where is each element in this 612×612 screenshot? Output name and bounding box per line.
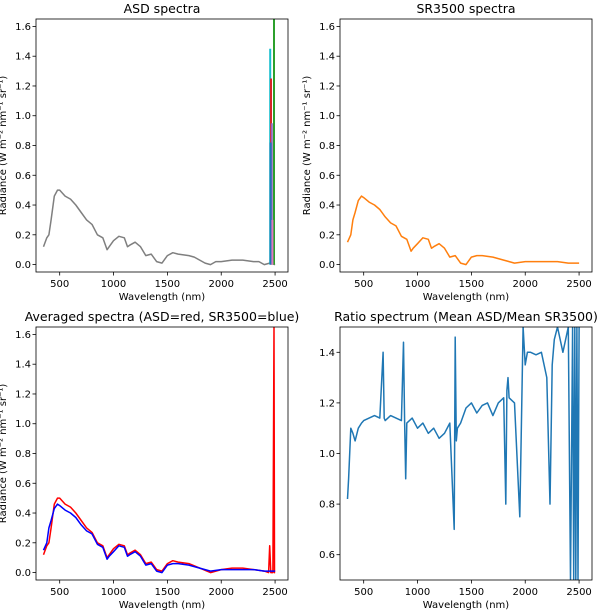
y-tick-label: 0.8 <box>319 500 335 511</box>
y-tick-label: 1.4 <box>15 52 31 63</box>
y-tick-label: 0.6 <box>15 479 31 490</box>
x-axis-label: Wavelength (nm) <box>119 292 205 303</box>
series-line-1 <box>42 327 276 574</box>
y-tick-label: 1.2 <box>319 81 335 92</box>
y-tick-label: 1.6 <box>15 22 31 33</box>
x-tick-label: 500 <box>50 587 69 598</box>
plot-area <box>346 327 580 580</box>
x-tick-label: 500 <box>50 279 69 290</box>
y-tick-label: 0.4 <box>319 201 335 212</box>
y-tick-label: 1.6 <box>319 22 335 33</box>
series-line-1 <box>346 195 580 266</box>
x-axis-label: Wavelength (nm) <box>423 292 509 303</box>
y-tick-label: 0.6 <box>15 171 31 182</box>
x-tick-label: 2000 <box>513 587 538 598</box>
y-tick-label: 0.0 <box>15 260 31 271</box>
chart-title: Ratio spectrum (Mean ASD/Mean SR3500) <box>334 309 598 324</box>
y-tick-label: 0.2 <box>319 230 335 241</box>
chart-title: Averaged spectra (ASD=red, SR3500=blue) <box>25 309 300 324</box>
y-tick-label: 1.0 <box>319 111 335 122</box>
x-tick-label: 500 <box>354 587 373 598</box>
x-axis-label: Wavelength (nm) <box>423 600 509 611</box>
axes-frame <box>339 326 593 581</box>
chart-4: 500 1000 1500 2000 2500 0.6 0.8 1.0 1.2 1.4 Ratio … <box>319 309 598 611</box>
chart-1: 500 1000 1500 2000 2500 0.0 0.2 0.4 0.6 0.8 1.0 1.2… <box>0 1 289 303</box>
series-line-2 <box>42 503 276 574</box>
chart-2: 500 1000 1500 2000 2500 0.0 0.2 0.4 0.6 0.8 1.0 1.2… <box>302 1 593 303</box>
y-tick-label: 0.8 <box>319 141 335 152</box>
y-axis-label: Radiance (W m⁻² nm⁻¹ sr⁻¹) <box>0 384 9 524</box>
chart-title: ASD spectra <box>124 1 201 16</box>
y-tick-label: 0.4 <box>15 509 31 520</box>
y-tick-label: 0.6 <box>319 171 335 182</box>
x-tick-label: 1500 <box>155 279 180 290</box>
x-tick-label: 2000 <box>209 279 234 290</box>
x-tick-label: 1500 <box>459 279 484 290</box>
y-tick-label: 0.0 <box>319 260 335 271</box>
y-tick-label: 0.2 <box>15 538 31 549</box>
x-tick-label: 2000 <box>513 279 538 290</box>
y-tick-label: 1.4 <box>319 52 335 63</box>
y-axis-label: Radiance (W m⁻² nm⁻¹ sr⁻¹) <box>0 76 9 216</box>
y-tick-label: 0.2 <box>15 230 31 241</box>
plot-area <box>42 19 276 266</box>
series-line-1 <box>42 189 276 266</box>
x-tick-label: 2000 <box>209 587 234 598</box>
y-tick-label: 0.4 <box>15 201 31 212</box>
y-tick-label: 1.2 <box>15 81 31 92</box>
x-tick-label: 500 <box>354 279 373 290</box>
chart-title: SR3500 spectra <box>416 1 515 16</box>
x-tick-label: 2500 <box>262 587 287 598</box>
axes-frame <box>339 18 593 273</box>
y-tick-label: 1.0 <box>319 449 335 460</box>
plot-area <box>42 327 276 574</box>
x-tick-label: 2500 <box>262 279 287 290</box>
axes-frame <box>35 326 289 581</box>
y-tick-label: 1.4 <box>15 360 31 371</box>
x-tick-label: 1000 <box>101 279 126 290</box>
chart-3: 500 1000 1500 2000 2500 0.0 0.2 0.4 0.6 0.8 1.0 1.2… <box>0 309 299 611</box>
x-axis-label: Wavelength (nm) <box>119 600 205 611</box>
x-tick-label: 1000 <box>405 279 430 290</box>
y-tick-label: 1.2 <box>15 389 31 400</box>
x-tick-label: 1000 <box>405 587 430 598</box>
y-tick-label: 1.0 <box>15 111 31 122</box>
x-tick-label: 1000 <box>101 587 126 598</box>
x-tick-label: 2500 <box>566 587 591 598</box>
y-tick-label: 0.8 <box>15 141 31 152</box>
y-tick-label: 0.0 <box>15 568 31 579</box>
x-tick-label: 2500 <box>566 279 591 290</box>
y-tick-label: 1.2 <box>319 398 335 409</box>
y-tick-label: 0.6 <box>319 550 335 561</box>
axes-frame <box>35 18 289 273</box>
x-tick-label: 1500 <box>459 587 484 598</box>
y-tick-label: 1.4 <box>319 348 335 359</box>
y-axis-label: Radiance (W m⁻² nm⁻¹ sr⁻¹) <box>302 76 313 216</box>
y-tick-label: 1.0 <box>15 419 31 430</box>
y-tick-label: 1.6 <box>15 330 31 341</box>
y-tick-label: 0.8 <box>15 449 31 460</box>
x-tick-label: 1500 <box>155 587 180 598</box>
series-line-1 <box>346 327 580 580</box>
plot-area <box>346 195 580 266</box>
